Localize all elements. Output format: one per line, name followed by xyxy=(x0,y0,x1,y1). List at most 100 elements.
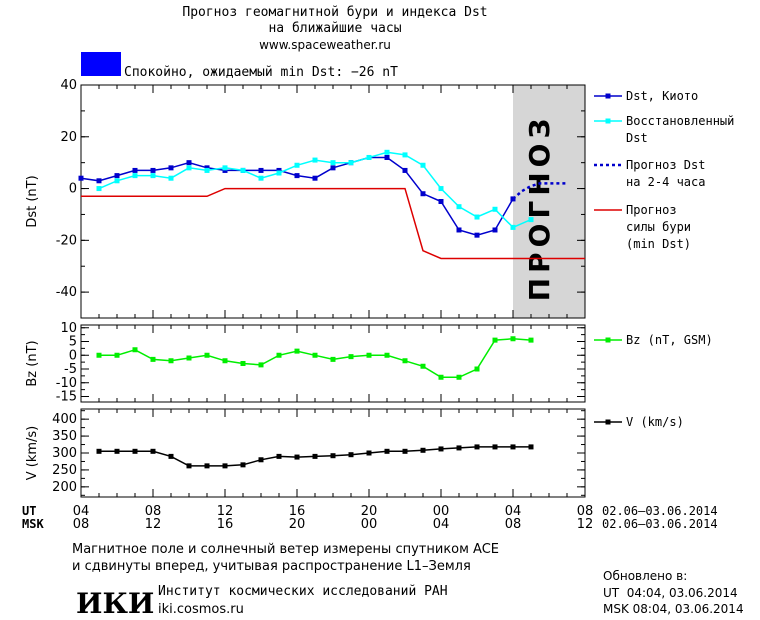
series-line xyxy=(99,338,532,379)
data-point xyxy=(168,175,174,181)
y-tick-label: 350 xyxy=(52,429,77,444)
source-url[interactable]: www.spaceweather.ru xyxy=(259,38,391,52)
legend: Dst, Киото Восстановленный Dst Прогноз Dst н… xyxy=(594,89,734,429)
status-color-box xyxy=(81,52,121,76)
panel-frame xyxy=(80,324,586,403)
forecast-zone-label: ПРОГНОЗ xyxy=(523,114,556,302)
updated-msk: MSK 08:04, 03.06.2014 xyxy=(603,602,744,616)
data-point xyxy=(114,448,120,454)
ut-tick-label: 12 xyxy=(217,504,234,519)
legend-label: Прогноз Dst на 2-4 часа xyxy=(626,158,705,189)
data-point xyxy=(492,337,498,343)
institute-site[interactable]: iki.cosmos.ru xyxy=(158,602,244,617)
data-point xyxy=(204,165,210,171)
ut-tick-label: 00 xyxy=(433,504,450,519)
footer-note-line1: Магнитное поле и солнечный ветер измерен… xyxy=(72,542,499,557)
data-point xyxy=(420,447,426,453)
ut-tick-label: 08 xyxy=(577,504,594,519)
data-point xyxy=(330,356,336,362)
data-point xyxy=(204,352,210,358)
ut-tick-label: 04 xyxy=(73,504,90,519)
msk-tick-label: 04 xyxy=(433,517,450,532)
data-point xyxy=(438,199,444,204)
footer-note-line2: и сдвинуты вперед, учитывая распростране… xyxy=(72,559,471,574)
data-point xyxy=(186,463,192,469)
legend-label: V (km/s) xyxy=(626,415,684,429)
data-point xyxy=(438,374,444,380)
data-point xyxy=(276,167,282,173)
data-point xyxy=(312,352,318,358)
data-point xyxy=(114,178,120,184)
msk-tick-label: 08 xyxy=(73,517,90,532)
msk-tick-label: 12 xyxy=(145,517,162,532)
legend-marker xyxy=(605,118,611,124)
status-text: Спокойно, ожидаемый min Dst: −26 nT xyxy=(124,65,398,80)
series-line xyxy=(81,187,585,260)
data-point xyxy=(510,196,516,202)
data-point xyxy=(222,358,228,364)
data-point xyxy=(438,446,444,452)
legend-label: Прогноз силы бури (min Dst) xyxy=(626,203,691,251)
data-point xyxy=(492,206,498,212)
data-point xyxy=(78,175,84,181)
data-point xyxy=(96,186,102,192)
legend-marker xyxy=(605,419,611,425)
data-point xyxy=(402,358,408,364)
forecast-zone xyxy=(513,85,585,318)
data-point xyxy=(150,356,156,362)
data-point xyxy=(312,175,318,181)
panel-frame xyxy=(80,84,586,319)
legend-label: Dst, Киото xyxy=(626,89,698,103)
data-point xyxy=(456,445,462,451)
y-tick-label: 5 xyxy=(69,335,77,350)
data-point xyxy=(294,454,300,460)
y-tick-label: 10 xyxy=(60,321,77,336)
time-axis: UT MSK 02.06–03.06.2014 02.06–03.06.2014… xyxy=(22,504,718,532)
data-point xyxy=(420,162,426,168)
data-point xyxy=(402,152,408,158)
data-point xyxy=(276,352,282,358)
data-point xyxy=(348,452,354,458)
data-point xyxy=(312,157,318,163)
data-point xyxy=(204,463,210,469)
msk-date-range: 02.06–03.06.2014 xyxy=(602,517,718,531)
legend-marker xyxy=(605,337,611,343)
data-point xyxy=(510,224,516,230)
updated-label: Обновлено в: xyxy=(603,569,687,583)
data-point xyxy=(240,361,246,366)
data-point xyxy=(420,191,426,197)
data-point xyxy=(402,448,408,454)
data-point xyxy=(420,363,426,369)
data-point xyxy=(438,186,444,192)
data-point xyxy=(258,457,264,463)
data-point xyxy=(240,167,246,173)
data-point xyxy=(258,175,264,181)
y-axis-label: Dst (nT) xyxy=(25,175,40,227)
data-point xyxy=(510,444,516,450)
data-point xyxy=(186,355,192,361)
data-point xyxy=(330,453,336,459)
data-point xyxy=(222,167,228,173)
msk-tick-label: 20 xyxy=(289,517,306,532)
data-point xyxy=(474,444,480,450)
ut-axis-label: UT xyxy=(22,504,36,518)
data-point xyxy=(384,448,390,454)
data-point xyxy=(222,165,228,171)
data-point xyxy=(474,366,480,372)
data-point xyxy=(222,463,228,469)
y-tick-label: 0 xyxy=(69,348,77,363)
legend-label: Bz (nT, GSM) xyxy=(626,333,713,347)
y-tick-label: -15 xyxy=(56,390,77,405)
msk-tick-label: 08 xyxy=(505,517,522,532)
data-point xyxy=(132,448,138,454)
data-point xyxy=(492,444,498,450)
data-point xyxy=(114,173,120,179)
y-tick-label: 200 xyxy=(52,480,77,495)
data-point xyxy=(258,362,264,368)
iki-logo: ИКИ xyxy=(76,587,154,620)
data-point xyxy=(492,227,498,233)
data-point xyxy=(456,204,462,210)
data-point xyxy=(204,167,210,173)
y-axis-label: Bz (nT) xyxy=(25,340,40,386)
